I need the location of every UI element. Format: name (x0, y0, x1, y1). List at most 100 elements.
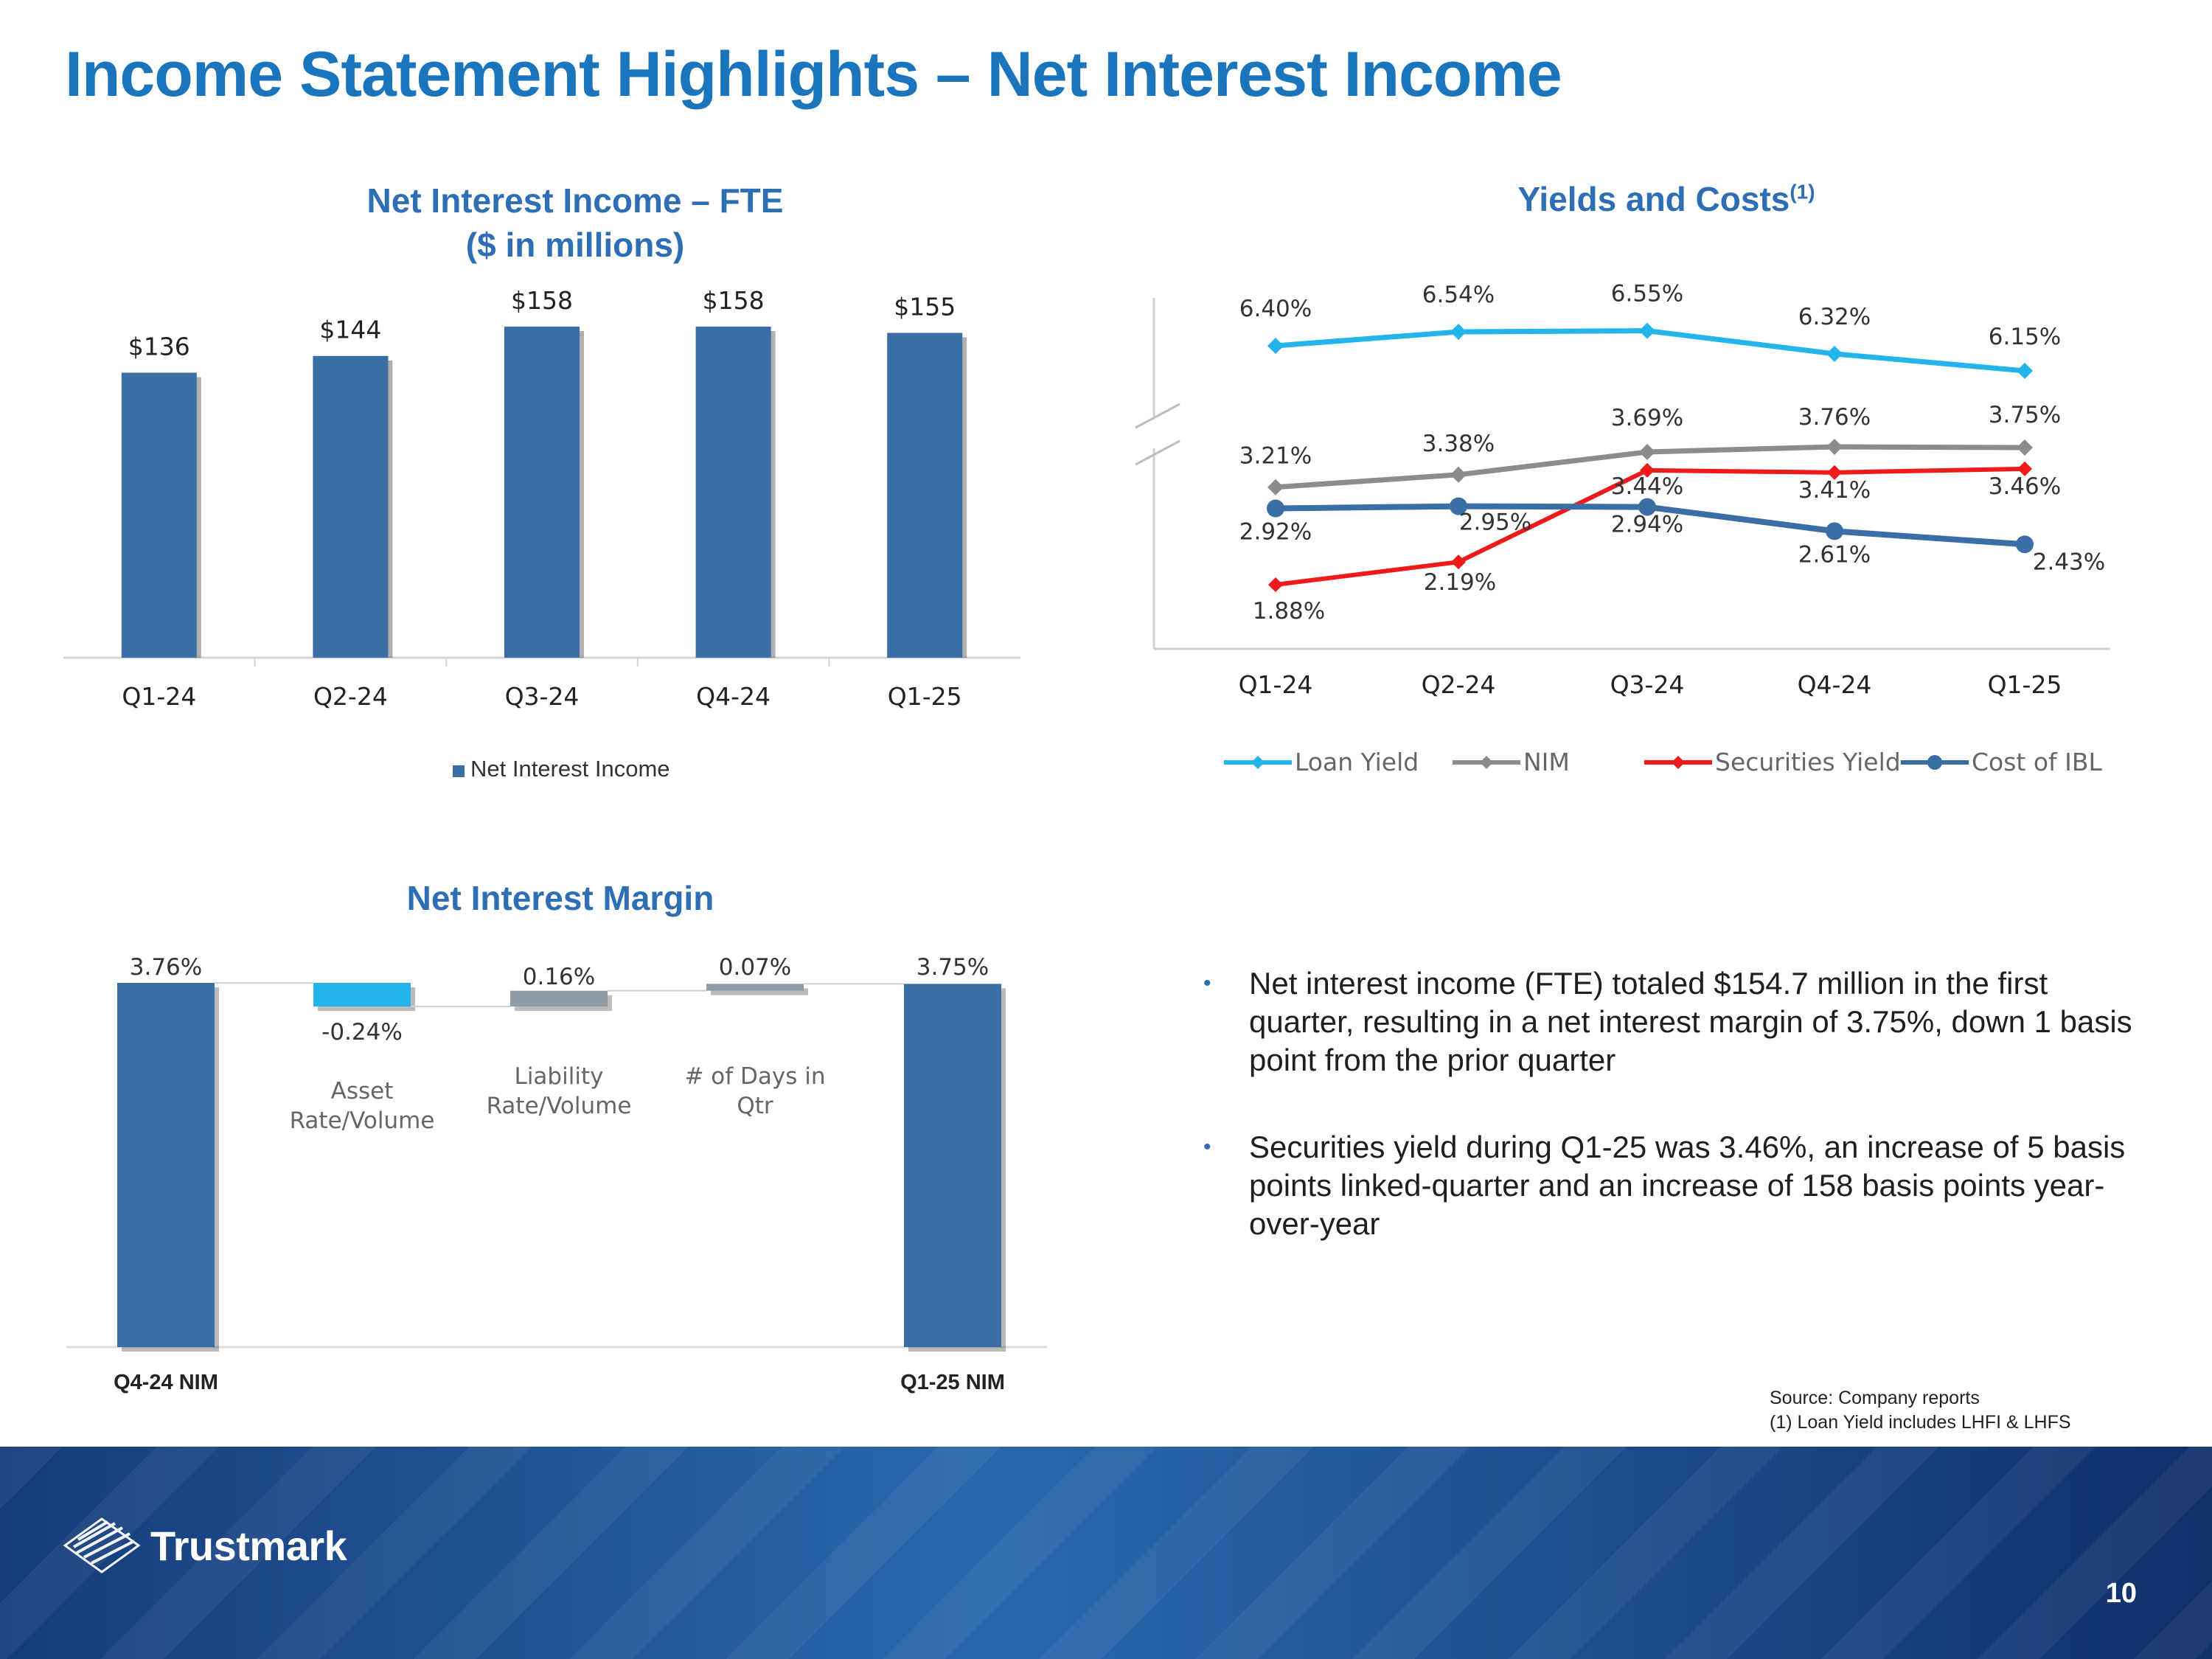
data-label: 3.21% (1239, 443, 1312, 470)
nii-chart-title: Net Interest Income – FTE ($ in millions… (147, 178, 1003, 267)
data-label: 1.88% (1253, 598, 1325, 625)
data-point (1451, 554, 1466, 570)
x-tick-label: Q1-24 (1239, 670, 1313, 699)
increase-bar (706, 984, 804, 991)
logo-text: Trustmark (150, 1522, 347, 1569)
data-label: -0.24% (321, 1019, 403, 1046)
bar-value-label: $158 (511, 286, 573, 315)
data-label: 2.43% (2033, 549, 2105, 575)
legend-label: NIM (1523, 748, 1570, 776)
x-tick-label: Q4-24 (696, 682, 771, 711)
x-tick-label: Q2-24 (1422, 670, 1496, 699)
data-point (1640, 462, 1655, 478)
nii-chart-subtitle: ($ in millions) (465, 226, 685, 264)
bar (887, 333, 963, 658)
data-label: 2.95% (1459, 509, 1531, 536)
data-label: 6.40% (1239, 296, 1312, 322)
data-point (2017, 439, 2033, 456)
data-point (1268, 577, 1283, 592)
data-label: 6.15% (1989, 324, 2061, 350)
data-label: 6.55% (1611, 281, 1683, 307)
increase-bar (510, 990, 608, 1006)
x-tick-label: Q3-24 (1610, 670, 1685, 699)
data-label: 2.61% (1798, 541, 1871, 568)
data-label: 3.41% (1798, 477, 1871, 504)
data-point (1827, 465, 1842, 480)
data-point (2017, 461, 2032, 476)
bar (121, 372, 197, 658)
data-point (1450, 466, 1467, 483)
nii-chart-title-text: Net Interest Income – FTE (366, 181, 784, 220)
x-tick-label: Q3-24 (505, 682, 580, 711)
category-label: Liability Rate/Volume (487, 1063, 632, 1119)
legend-marker (1927, 755, 1942, 770)
legend-marker (1480, 756, 1493, 769)
axis-break-mark (1135, 403, 1180, 429)
data-point (1267, 338, 1284, 354)
legend-marker (1251, 756, 1265, 769)
category-label: Q4-24 NIM (114, 1371, 218, 1394)
data-label: 3.76% (130, 954, 202, 981)
source-line: Source: Company reports (1770, 1388, 1980, 1408)
data-label: 2.19% (1424, 569, 1496, 596)
yields-chart-title-footnote: (1) (1790, 180, 1815, 204)
data-point (1639, 443, 1655, 460)
data-label: 0.07% (719, 954, 791, 981)
footnote-line: (1) Loan Yield includes LHFI & LHFS (1770, 1412, 2071, 1433)
x-tick-label: Q1-24 (122, 682, 196, 711)
bar (695, 326, 771, 658)
commentary-bullets: • Net interest income (FTE) totaled $154… (1194, 964, 2138, 1292)
data-point (1826, 439, 1843, 455)
legend-label: Loan Yield (1295, 748, 1419, 776)
data-point (1639, 322, 1655, 339)
total-bar (117, 983, 215, 1347)
legend-swatch (453, 765, 465, 777)
bullet-dot: • (1203, 1135, 1211, 1159)
data-label: 3.69% (1611, 405, 1683, 431)
data-label: 2.92% (1239, 519, 1312, 546)
slide-title: Income Statement Highlights – Net Intere… (65, 39, 1562, 110)
data-point (1450, 324, 1467, 340)
legend-marker (1672, 756, 1685, 769)
source-note: Source: Company reports (1) Loan Yield i… (1770, 1386, 2071, 1435)
data-point (2016, 535, 2034, 554)
data-label: 2.94% (1611, 512, 1683, 538)
nim-chart-title: Net Interest Margin (406, 879, 714, 917)
bar-value-label: $144 (319, 316, 381, 344)
data-point (2017, 362, 2033, 379)
bullet-item: • Net interest income (FTE) totaled $154… (1194, 964, 2138, 1079)
yields-chart-title-text: Yields and Costs (1517, 180, 1790, 218)
bullet-dot: • (1203, 971, 1211, 995)
category-label: Asset Rate/Volume (290, 1078, 435, 1134)
bar-shadow (711, 988, 808, 995)
footer-pattern (0, 1447, 2212, 1659)
category-label: # of Days in Qtr (684, 1063, 825, 1119)
bar-value-label: $155 (894, 292, 956, 321)
data-label: 3.75% (1989, 402, 2061, 428)
data-label: 6.32% (1798, 304, 1871, 330)
data-label: 3.44% (1611, 473, 1683, 500)
bullet-item: • Securities yield during Q1-25 was 3.46… (1194, 1128, 2138, 1243)
data-point (1826, 522, 1843, 540)
bullet-text: Net interest income (FTE) totaled $154.7… (1249, 966, 2132, 1077)
page-number: 10 (2105, 1578, 2137, 1609)
bar (504, 326, 580, 658)
data-point (1638, 498, 1656, 516)
x-tick-label: Q1-25 (888, 682, 962, 711)
legend-label: Cost of IBL (1972, 748, 2103, 776)
category-label: Q1-25 NIM (900, 1371, 1005, 1394)
data-point (1267, 499, 1284, 518)
axis-break-mark (1135, 439, 1180, 466)
data-point (1267, 479, 1284, 495)
legend-label: Securities Yield (1715, 748, 1901, 776)
data-point (1826, 345, 1843, 362)
data-label: 3.46% (1989, 473, 2061, 500)
decrease-bar (313, 983, 411, 1006)
data-label: 0.16% (523, 964, 595, 990)
x-tick-label: Q4-24 (1798, 670, 1872, 699)
bar-value-label: $136 (128, 332, 190, 361)
footer-band: Trustmark 10 (0, 1447, 2212, 1659)
data-label: 3.75% (917, 954, 989, 981)
